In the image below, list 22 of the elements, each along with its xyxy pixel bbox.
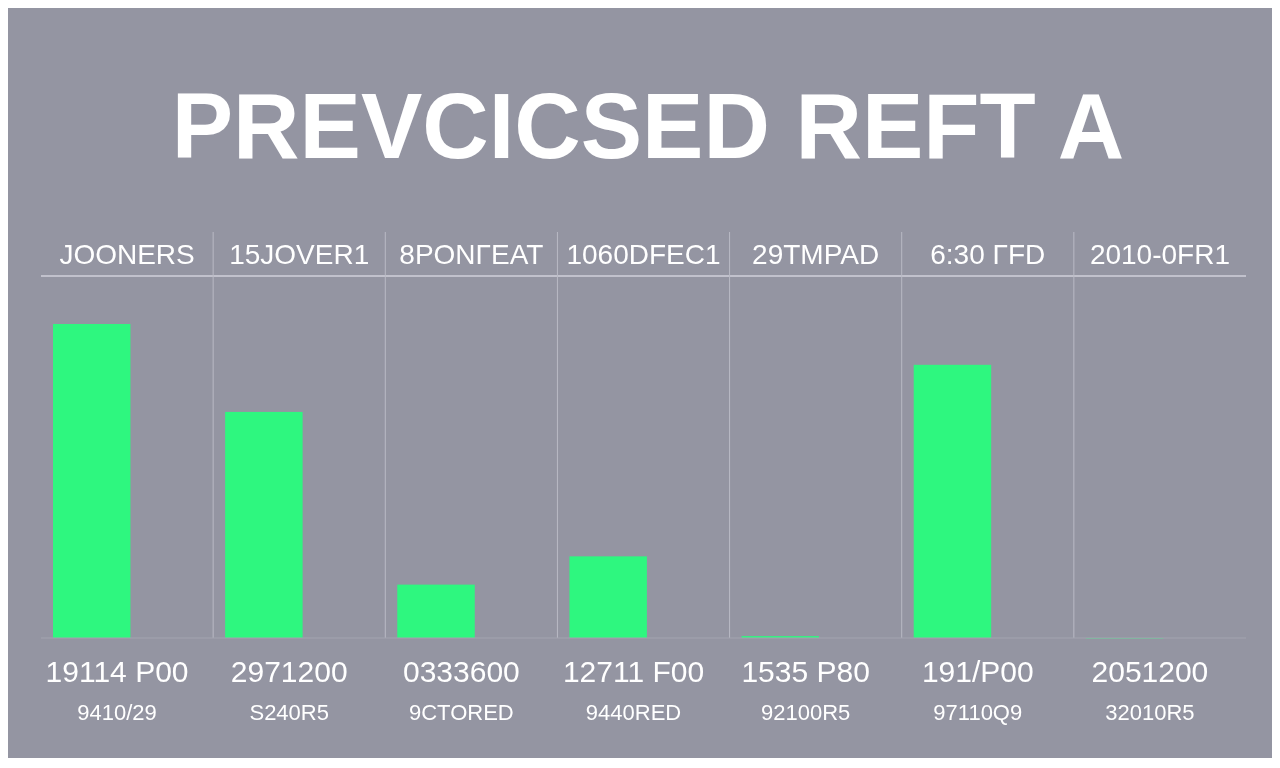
text: 1535 P80 [741,655,870,688]
x-tick-label: 1060DFEC1 [566,239,721,270]
text: 9440RED [585,700,682,725]
x-tick-label: JOONERS [59,239,195,270]
text: 9410/29 [77,700,157,725]
text: 2971200 [230,655,348,688]
x-tick-label: 2010-0FR1 [1089,239,1230,270]
x-tick-label: 29TMPAD [752,239,880,270]
text: 2051200 [1091,655,1209,688]
chart-title: PREVCICSED REFT A [171,75,1125,177]
text: 92100R5 [760,700,851,725]
text: 9CTORED [408,700,514,725]
text: 32010R5 [1105,700,1195,725]
x-tick-label: 15JOVER1 [229,239,370,270]
x-tick-label: 8PONΓEAT [399,239,544,270]
text: 0333600 [402,655,520,688]
text: S240R5 [249,700,329,725]
text: 12711 F00 [562,655,705,688]
text: 97110Q9 [933,700,1023,725]
text: 19114 P00 [45,655,189,688]
x-tick-label: 6:30 ΓFD [930,239,1046,270]
text: 191/P00 [921,655,1034,688]
